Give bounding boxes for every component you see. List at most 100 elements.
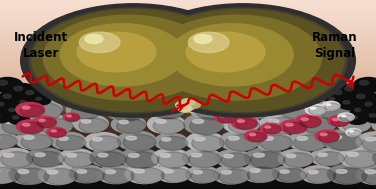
Bar xyxy=(0,87,376,88)
Circle shape xyxy=(214,112,237,123)
Circle shape xyxy=(192,135,224,152)
Bar xyxy=(0,8,376,9)
Circle shape xyxy=(178,105,192,112)
Bar xyxy=(0,72,376,74)
Ellipse shape xyxy=(59,137,68,140)
Circle shape xyxy=(90,136,121,151)
Bar xyxy=(0,139,376,140)
Circle shape xyxy=(356,165,376,184)
Circle shape xyxy=(117,131,156,150)
Bar xyxy=(0,106,376,108)
Bar xyxy=(0,76,376,77)
Bar xyxy=(0,44,376,45)
Bar xyxy=(0,95,376,96)
Bar xyxy=(0,141,376,143)
Ellipse shape xyxy=(280,170,289,173)
Circle shape xyxy=(306,169,335,184)
Circle shape xyxy=(322,101,340,110)
Circle shape xyxy=(333,168,367,184)
Bar xyxy=(0,133,376,134)
Circle shape xyxy=(190,100,228,119)
Bar xyxy=(0,73,376,75)
Ellipse shape xyxy=(268,119,279,123)
Ellipse shape xyxy=(306,119,317,123)
Bar xyxy=(0,28,376,29)
Bar xyxy=(0,150,376,151)
Bar xyxy=(0,166,376,167)
Bar xyxy=(0,39,376,41)
Circle shape xyxy=(343,101,350,104)
Circle shape xyxy=(1,152,33,168)
Bar xyxy=(0,24,376,26)
Ellipse shape xyxy=(286,123,293,126)
Ellipse shape xyxy=(250,169,260,172)
Bar xyxy=(0,54,376,56)
Circle shape xyxy=(2,118,35,135)
Bar xyxy=(0,15,376,16)
Ellipse shape xyxy=(347,152,358,156)
Circle shape xyxy=(50,129,66,137)
Bar xyxy=(0,29,376,30)
Circle shape xyxy=(328,133,362,151)
Bar xyxy=(0,47,376,48)
Ellipse shape xyxy=(309,170,318,174)
Circle shape xyxy=(84,132,121,151)
Circle shape xyxy=(38,165,77,185)
Circle shape xyxy=(153,118,185,134)
Circle shape xyxy=(74,115,108,132)
Circle shape xyxy=(0,167,20,184)
Bar xyxy=(0,51,376,52)
Ellipse shape xyxy=(326,104,331,105)
Circle shape xyxy=(141,9,344,112)
Bar xyxy=(0,163,376,164)
Circle shape xyxy=(181,103,195,110)
Bar xyxy=(0,78,376,79)
Bar xyxy=(0,32,376,33)
Bar xyxy=(0,66,376,67)
Bar xyxy=(0,146,376,147)
Circle shape xyxy=(152,15,321,100)
Circle shape xyxy=(362,168,376,185)
Ellipse shape xyxy=(147,86,229,112)
Bar xyxy=(0,81,376,82)
Circle shape xyxy=(0,81,8,85)
Circle shape xyxy=(275,101,310,118)
Ellipse shape xyxy=(160,153,170,157)
Circle shape xyxy=(356,132,376,152)
Circle shape xyxy=(51,132,86,150)
Circle shape xyxy=(28,103,62,120)
Bar xyxy=(0,180,376,181)
Bar xyxy=(0,105,376,106)
Circle shape xyxy=(64,152,94,167)
Circle shape xyxy=(29,8,238,113)
Ellipse shape xyxy=(221,170,231,174)
Bar xyxy=(0,58,376,60)
Circle shape xyxy=(303,117,337,134)
Circle shape xyxy=(126,152,159,169)
Bar xyxy=(0,70,376,72)
Bar xyxy=(0,185,376,186)
Bar xyxy=(0,178,376,180)
Circle shape xyxy=(0,102,4,106)
Circle shape xyxy=(69,165,105,183)
Circle shape xyxy=(138,8,347,113)
Bar xyxy=(0,41,376,43)
Bar xyxy=(0,7,376,9)
Ellipse shape xyxy=(30,104,42,108)
Circle shape xyxy=(15,168,49,185)
Circle shape xyxy=(27,148,64,167)
Bar xyxy=(0,64,376,65)
Circle shape xyxy=(362,135,376,152)
Ellipse shape xyxy=(318,153,327,156)
Bar xyxy=(0,77,376,78)
Ellipse shape xyxy=(336,169,347,173)
Bar xyxy=(0,18,376,19)
Bar xyxy=(0,63,376,64)
Circle shape xyxy=(196,103,228,120)
Circle shape xyxy=(348,130,361,136)
Bar xyxy=(0,173,376,174)
Circle shape xyxy=(238,104,269,120)
Circle shape xyxy=(34,115,73,135)
Bar xyxy=(0,17,376,18)
Ellipse shape xyxy=(253,153,264,157)
